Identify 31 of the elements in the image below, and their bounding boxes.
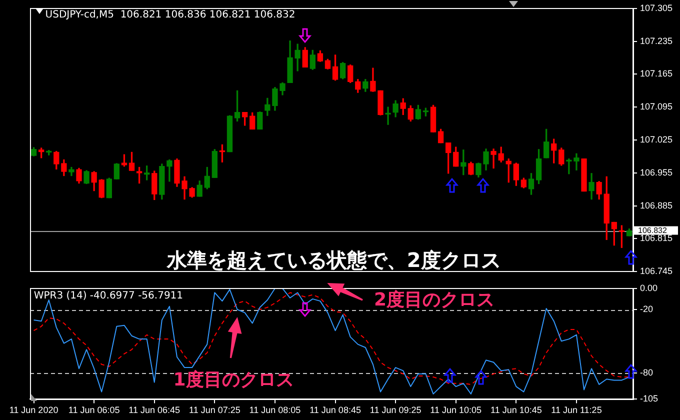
y-tick-label: 107.235 [640,36,673,46]
y-tick-label: -20 [640,304,654,314]
x-tick-label: 11 Jun 08:05 [249,405,301,416]
chart-title: WPR3 (14) -40.6977 -56.7911 [34,290,184,302]
y-tick-label: 107.095 [640,102,673,112]
y-tick-label: 107.305 [640,2,673,13]
x-tick-label: 11 Jun 11:25 [551,405,602,416]
x-tick-label: 11 Jun 10:05 [430,405,482,416]
x-tick-label: 11 Jun 06:05 [68,405,120,416]
y-tick-label: 106.745 [640,266,673,276]
y-tick-label: 0.00 [640,282,658,293]
x-tick-label: 11 Jun 10:45 [490,405,542,416]
y-tick-label: -105 [640,394,658,404]
x-tick-label: 11 Jun 09:25 [370,405,422,416]
x-tick-label: 11 Jun 2020 [9,405,58,416]
candlestick [385,106,391,125]
x-tick-label: 11 Jun 06:45 [128,405,180,416]
annotation: 2度目のクロス [374,290,494,311]
annotation: 1度目のクロス [173,370,294,391]
ref-line-label: 106.832 [638,226,668,235]
y-tick-label: 107.165 [640,68,673,79]
chart-title: USDJPY-cd,M5 106.821 106.836 106.821 106.832 [45,10,296,21]
annotation: 水準を超えている状態で、2度クロス [166,248,501,272]
y-tick-label: 106.815 [640,233,673,244]
y-tick-label: 106.885 [640,200,673,210]
y-tick-label: -80 [640,367,654,378]
x-tick-label: 11 Jun 08:45 [310,405,361,416]
y-tick-label: 107.025 [640,134,673,144]
x-tick-label: 11 Jun 07:25 [188,405,240,416]
y-tick-label: 106.955 [640,167,673,178]
candlestick [490,148,496,169]
